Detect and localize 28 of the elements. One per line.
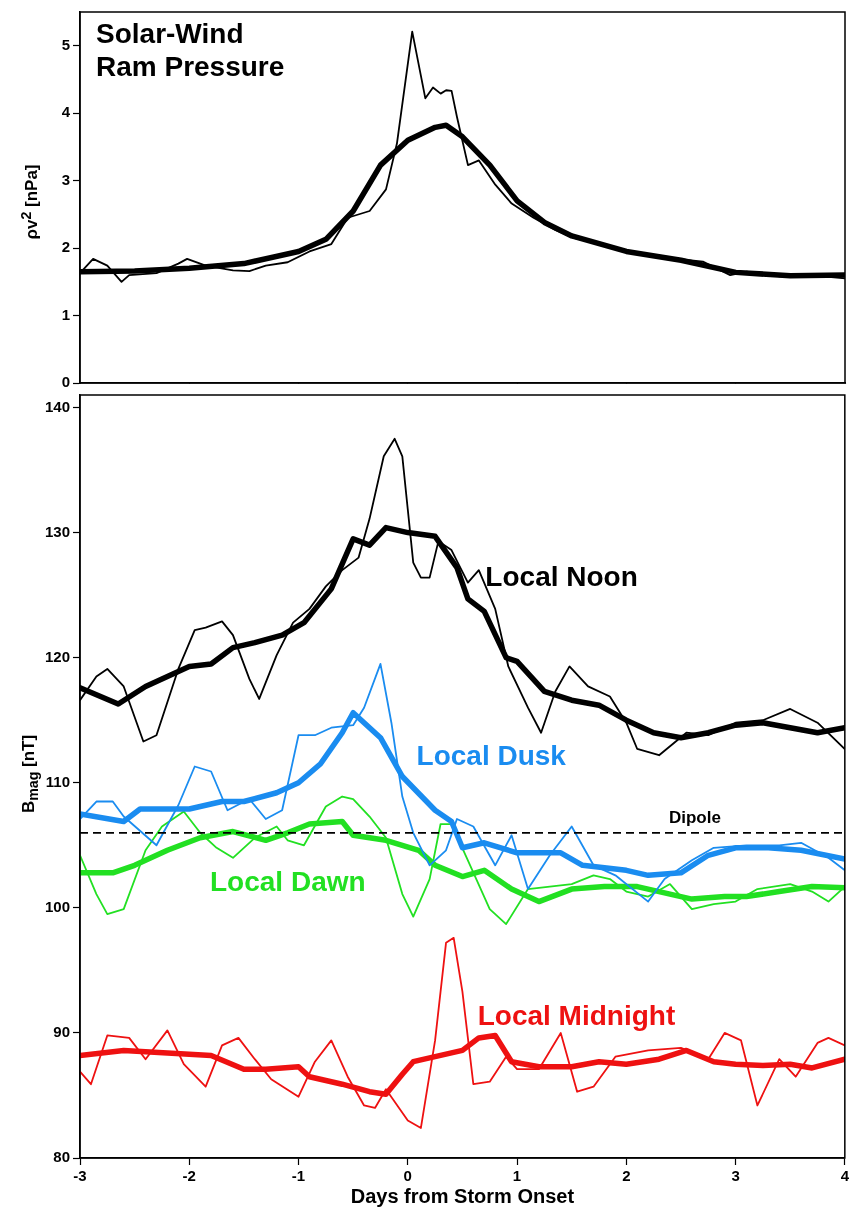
x-tick-label: 0	[403, 1167, 412, 1185]
x-tick-label: 4	[840, 1167, 850, 1185]
series-label: Local Dawn	[210, 866, 366, 898]
y-tick-label: 2	[61, 238, 70, 256]
series-label: Local Dusk	[416, 740, 567, 772]
x-axis-title: Days from Storm Onset	[350, 1184, 575, 1207]
y-tick-label: 90	[53, 1023, 70, 1041]
y-tick-label: 5	[61, 35, 70, 53]
y-tick-label: 0	[61, 373, 70, 391]
text: Solar-Wind Ram Pressure	[96, 17, 286, 83]
y-tick-label: 4	[61, 103, 71, 121]
x-tick-label: 1	[512, 1167, 522, 1185]
y-tick-label: 130	[44, 522, 70, 540]
series-label: Local Noon	[485, 560, 638, 592]
y-tick-label: 3	[61, 170, 70, 188]
series-label: Local Midnight	[477, 999, 676, 1031]
x-tick-label: -2	[182, 1167, 196, 1185]
y-tick-label: 1	[61, 305, 70, 323]
y-tick-label: 110	[45, 772, 70, 790]
x-tick-label: 3	[731, 1167, 740, 1185]
x-tick-label: -1	[291, 1167, 306, 1185]
ref-line-label: Dipole	[668, 807, 721, 827]
y-tick-label: 80	[53, 1148, 70, 1166]
x-tick-label: -3	[73, 1167, 87, 1185]
y-tick-label: 120	[44, 647, 70, 665]
x-tick-label: 2	[622, 1167, 631, 1185]
y-tick-label: 100	[44, 897, 70, 915]
y-tick-label: 140	[44, 397, 70, 415]
